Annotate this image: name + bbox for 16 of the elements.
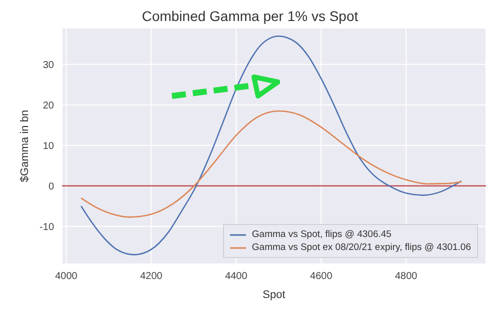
x-axis-title: Spot bbox=[262, 289, 286, 301]
line-series bbox=[80, 110, 462, 218]
y-tick-label: 10 bbox=[42, 140, 54, 152]
legend-label: Gamma vs Spot ex 08/20/21 expiry, flips @ 4301.06 bbox=[252, 241, 471, 254]
x-tick-label: 4600 bbox=[310, 271, 333, 282]
y-tick-label: -10 bbox=[40, 222, 54, 233]
legend-label: Gamma vs Spot, flips @ 4306.45 bbox=[252, 228, 392, 241]
y-tick-label: 30 bbox=[42, 60, 54, 71]
x-tick-label: 4800 bbox=[395, 271, 418, 282]
chart-title: Combined Gamma per 1% vs Spot bbox=[140, 8, 360, 26]
y-tick-label: 20 bbox=[42, 100, 54, 112]
y-tick-label: 0 bbox=[48, 181, 54, 192]
x-tick-label: 4400 bbox=[225, 271, 248, 282]
x-tick-label: 4200 bbox=[140, 271, 163, 282]
x-tick-label: 4000 bbox=[55, 271, 78, 282]
y-axis-title: $Gamma in bn bbox=[18, 110, 31, 182]
